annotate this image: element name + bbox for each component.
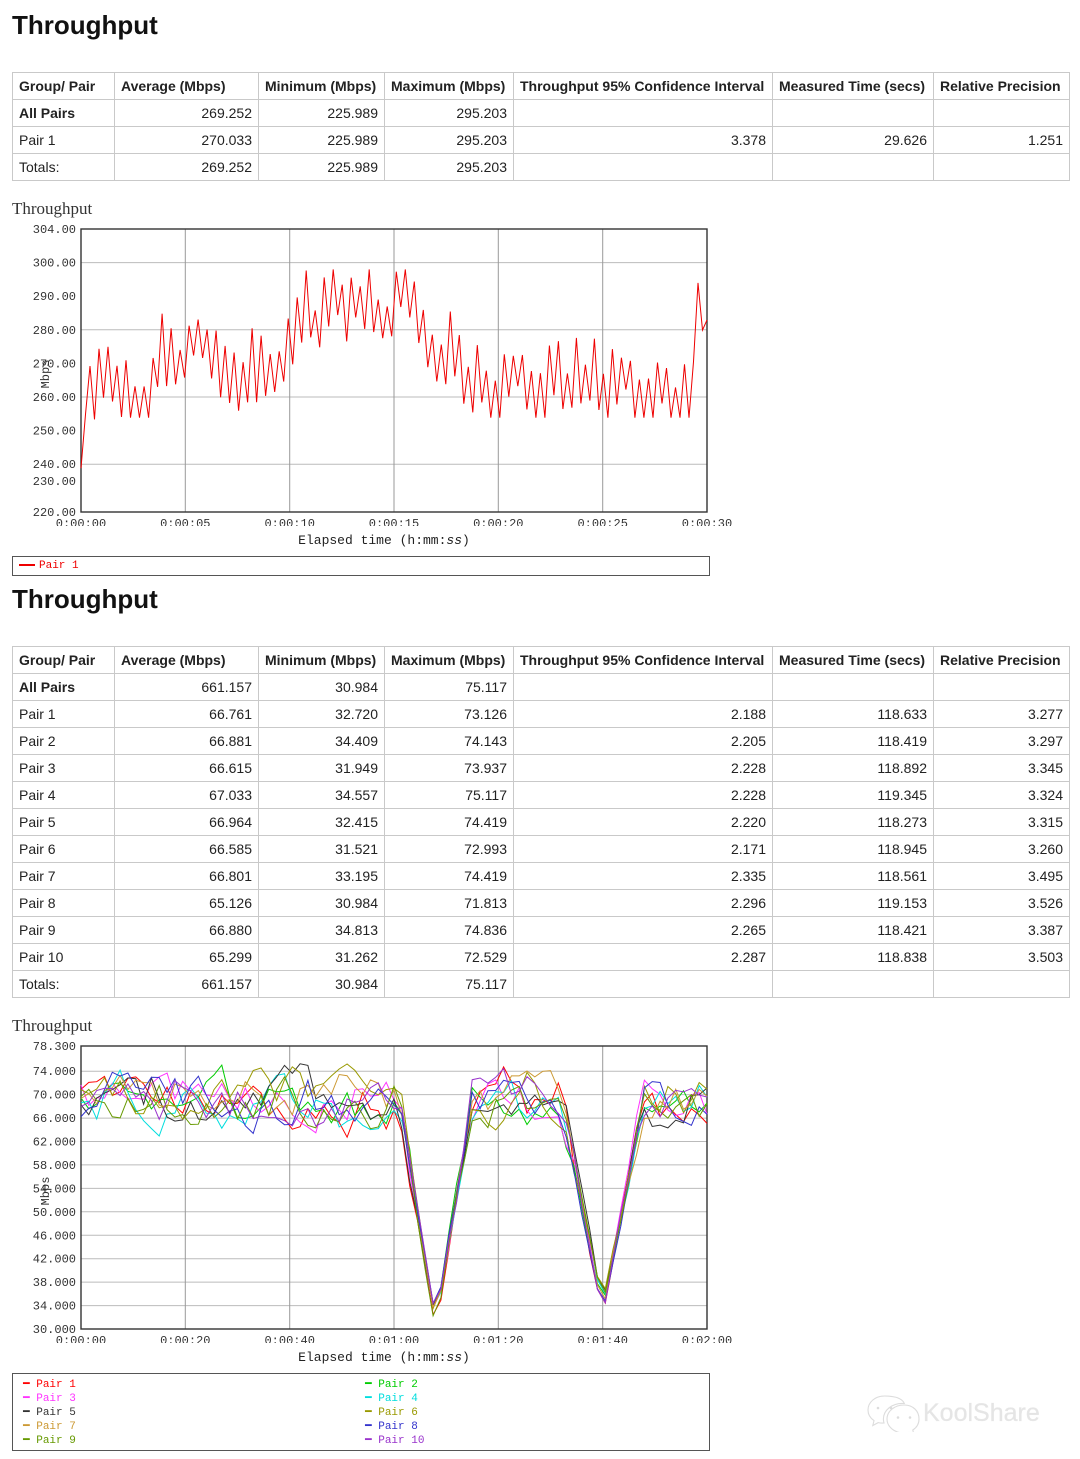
svg-text:0:01:00: 0:01:00 [369,1334,419,1343]
svg-text:62.000: 62.000 [33,1136,76,1150]
svg-text:0:01:20: 0:01:20 [473,1334,523,1343]
svg-text:250.00: 250.00 [33,425,76,439]
svg-text:66.000: 66.000 [33,1112,76,1126]
svg-text:0:00:10: 0:00:10 [264,517,314,526]
svg-text:0:00:30: 0:00:30 [682,517,732,526]
svg-text:42.000: 42.000 [33,1253,76,1267]
svg-text:50.000: 50.000 [33,1206,76,1220]
svg-text:0:00:20: 0:00:20 [473,517,523,526]
svg-text:70.000: 70.000 [33,1089,76,1103]
svg-text:0:00:15: 0:00:15 [369,517,419,526]
svg-text:0:00:00: 0:00:00 [56,1334,106,1343]
svg-text:34.000: 34.000 [33,1300,76,1314]
svg-text:0:00:25: 0:00:25 [577,517,627,526]
svg-text:58.000: 58.000 [33,1159,76,1173]
svg-text:46.000: 46.000 [33,1229,76,1243]
svg-text:304.00: 304.00 [33,223,76,237]
svg-text:260.00: 260.00 [33,391,76,405]
svg-text:0:00:20: 0:00:20 [160,1334,210,1343]
svg-text:0:00:05: 0:00:05 [160,517,210,526]
svg-text:78.300: 78.300 [33,1040,76,1054]
svg-text:Mbps: Mbps [39,1177,53,1206]
svg-text:240.00: 240.00 [33,458,76,472]
svg-text:0:00:40: 0:00:40 [264,1334,314,1343]
svg-text:0:02:00: 0:02:00 [682,1334,732,1343]
svg-text:0:00:00: 0:00:00 [56,517,106,526]
svg-text:38.000: 38.000 [33,1276,76,1290]
svg-text:230.00: 230.00 [33,475,76,489]
svg-text:300.00: 300.00 [33,257,76,271]
svg-text:74.000: 74.000 [33,1065,76,1079]
svg-text:Mbps: Mbps [39,360,53,389]
svg-text:290.00: 290.00 [33,290,76,304]
svg-text:0:01:40: 0:01:40 [577,1334,627,1343]
svg-text:280.00: 280.00 [33,324,76,338]
